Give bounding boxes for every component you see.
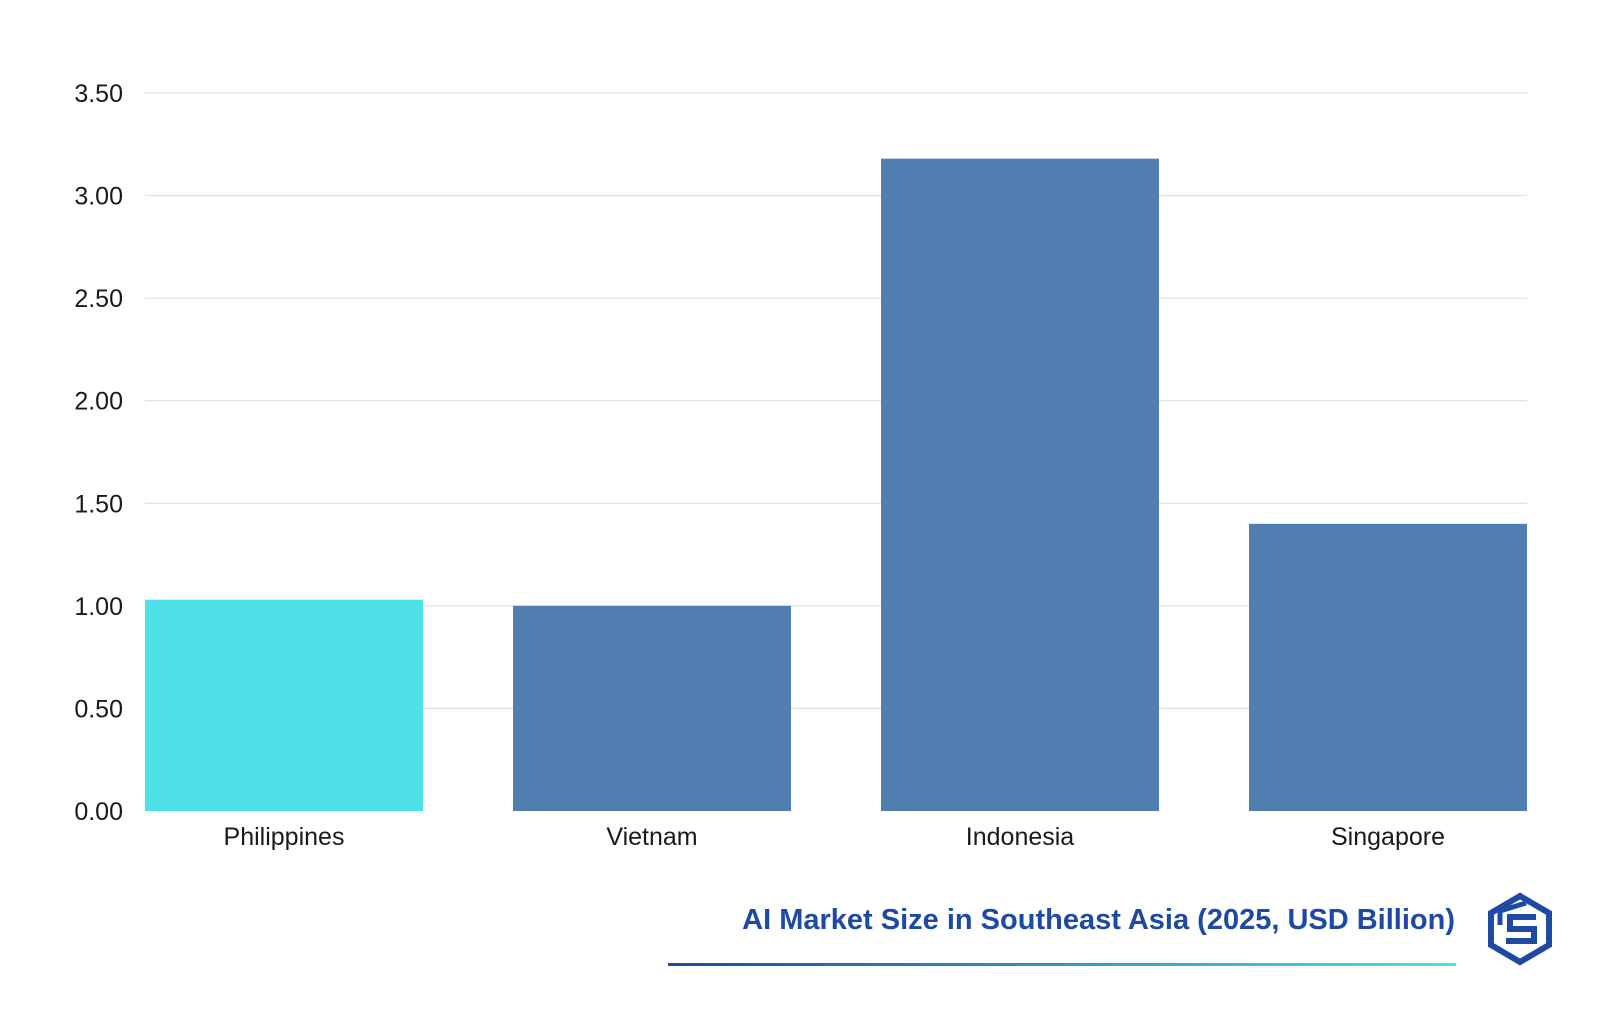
bar-indonesia (881, 158, 1159, 811)
x-tick-label: Vietnam (606, 823, 697, 851)
bar-philippines (145, 599, 423, 811)
y-axis-ticks: 0.00 0.50 1.00 1.50 2.00 2.50 3.00 3.50 (74, 80, 123, 826)
y-tick-label: 2.50 (74, 285, 123, 313)
bars (145, 158, 1527, 811)
x-axis-labels: Philippines Vietnam Indonesia Singapore (224, 823, 1445, 851)
x-tick-label: Singapore (1331, 823, 1445, 851)
y-tick-label: 0.00 (74, 798, 123, 826)
x-tick-label: Philippines (224, 823, 345, 851)
y-tick-label: 1.00 (74, 593, 123, 621)
x-tick-label: Indonesia (966, 823, 1075, 851)
y-tick-label: 1.50 (74, 490, 123, 518)
y-tick-label: 3.00 (74, 183, 123, 211)
title-underline (668, 963, 1456, 966)
y-tick-label: 0.50 (74, 695, 123, 723)
y-tick-label: 2.00 (74, 388, 123, 416)
brand-logo-icon (1488, 892, 1552, 966)
chart-title: AI Market Size in Southeast Asia (2025, … (742, 904, 1455, 936)
bar-vietnam (513, 605, 791, 811)
y-tick-label: 3.50 (74, 80, 123, 108)
bar-singapore (1249, 523, 1527, 811)
